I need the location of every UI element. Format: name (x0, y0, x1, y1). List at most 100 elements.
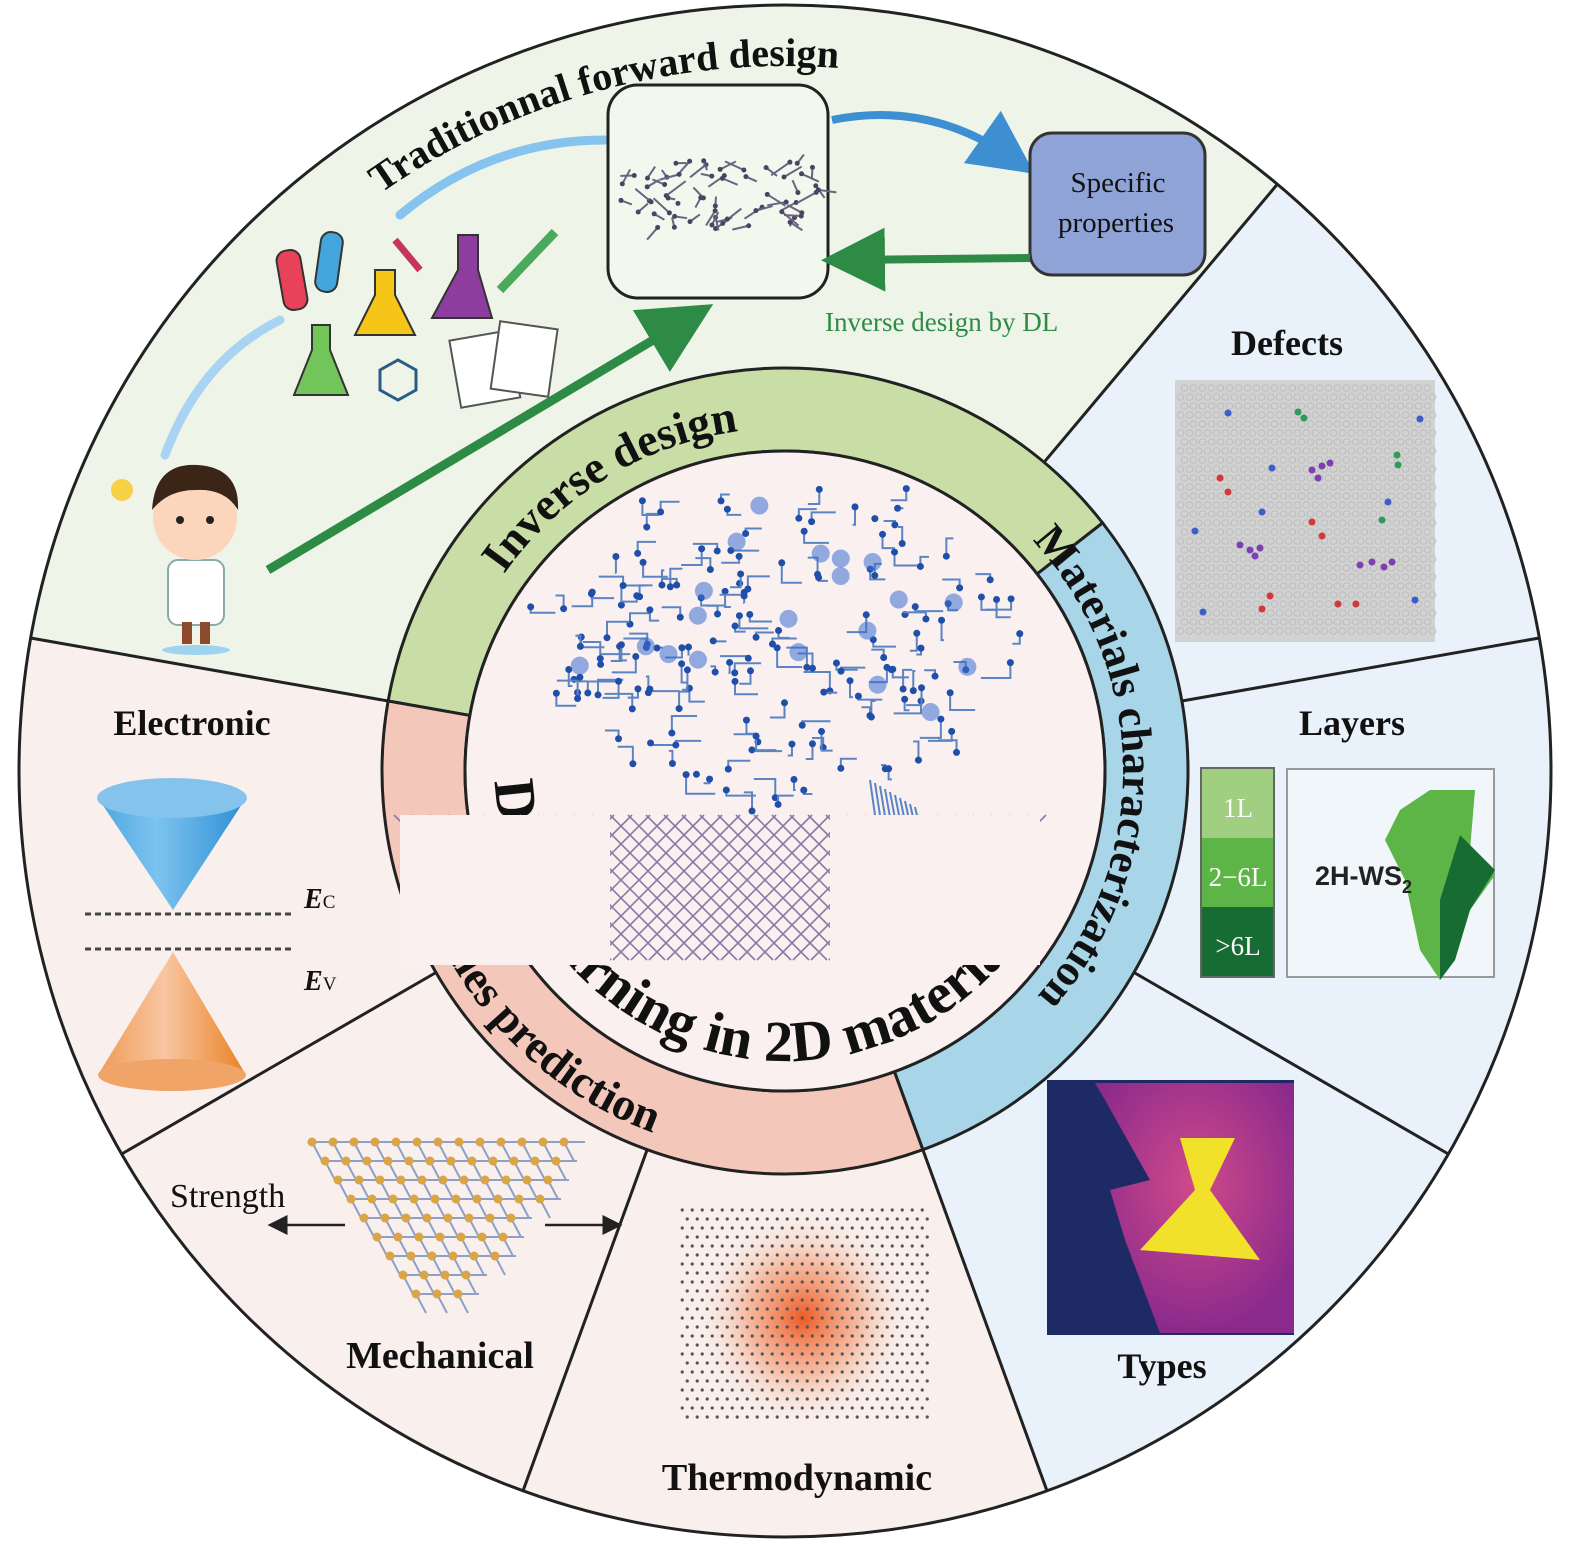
lattice-site (1423, 510, 1432, 518)
lattice-site (1275, 591, 1284, 599)
lattice-atom (740, 1406, 744, 1410)
defect-point (1308, 518, 1316, 526)
lattice-atom (820, 1406, 824, 1410)
lattice-atom (750, 1298, 754, 1302)
lattice-site (1342, 600, 1351, 608)
lattice-site (1252, 618, 1261, 626)
lattice-site (1297, 528, 1306, 536)
lattice-site (1243, 420, 1252, 428)
lattice-atom (795, 1271, 799, 1275)
lattice-site (1261, 384, 1270, 392)
lattice-atom (765, 1289, 769, 1293)
lattice-site (1194, 591, 1203, 599)
lattice-atom (885, 1289, 889, 1293)
circuit-node (737, 570, 745, 578)
lattice-atom (725, 1325, 729, 1329)
circuit-hub (789, 643, 808, 662)
molecule-atom (793, 200, 799, 206)
lattice-atom (850, 1388, 854, 1392)
circuit-node (1016, 630, 1024, 638)
lattice-site (1387, 492, 1396, 500)
circuit-trace (734, 681, 758, 696)
lattice-site (1329, 627, 1338, 635)
lattice-atom (860, 1352, 864, 1356)
lattice-atom (730, 1208, 734, 1212)
lattice-atom (745, 1307, 749, 1311)
lattice-atom (850, 1208, 854, 1212)
lattice-atom (815, 1379, 819, 1383)
lattice-site (1207, 582, 1216, 590)
lattice-atom (850, 1406, 854, 1410)
lattice-site (1275, 519, 1284, 527)
lattice-atom (765, 1217, 769, 1221)
lattice-site (1180, 528, 1189, 536)
lattice-site (1360, 492, 1369, 500)
lattice-atom (680, 1406, 684, 1410)
circuit-trace (636, 540, 657, 554)
lattice-atom (860, 1388, 864, 1392)
lattice-site (1266, 627, 1275, 635)
lattice-site (1275, 609, 1284, 617)
lattice-site (1270, 528, 1279, 536)
lattice-site (1194, 411, 1203, 419)
circuit-node (815, 485, 823, 493)
lattice-atom (745, 1253, 749, 1257)
lattice-site (1252, 384, 1261, 392)
circuit-node (646, 606, 654, 614)
lattice-site (1279, 438, 1288, 446)
lattice-atom (690, 1316, 694, 1320)
lattice-atom (765, 1307, 769, 1311)
lattice-site (1419, 627, 1428, 635)
lattice-site (1230, 555, 1239, 563)
lattice-atom (501, 1175, 511, 1185)
lattice-site (1185, 537, 1194, 545)
lattice-site (1207, 384, 1216, 392)
lattice-atom (785, 1289, 789, 1293)
circuit-trace (724, 591, 731, 608)
lattice-site (1207, 600, 1216, 608)
lattice-atom (385, 1251, 395, 1261)
lattice-site (1306, 474, 1315, 482)
lattice-site (1221, 555, 1230, 563)
lattice-atom (875, 1325, 879, 1329)
lattice-atom (880, 1226, 884, 1230)
lattice-site (1194, 393, 1203, 401)
defect-point (1318, 462, 1326, 470)
circuit-node (615, 677, 623, 685)
molecule-atom (671, 224, 677, 230)
lattice-atom (695, 1271, 699, 1275)
lattice-site (1392, 519, 1401, 527)
lattice-atom (845, 1415, 849, 1419)
lattice-atom (795, 1361, 799, 1365)
lattice-atom (750, 1406, 754, 1410)
legend-2-6l (1201, 838, 1274, 907)
lattice-atom (845, 1235, 849, 1239)
lattice-site (1261, 492, 1270, 500)
lattice-atom (865, 1235, 869, 1239)
lattice-site (1189, 546, 1198, 554)
lattice-site (1225, 528, 1234, 536)
circuit-node (899, 685, 907, 693)
molecule-atom (663, 193, 669, 199)
lattice-site (1203, 465, 1212, 473)
lattice-site (1180, 510, 1189, 518)
lattice-site (1221, 519, 1230, 527)
circuit-node (946, 689, 954, 697)
defect-point (1308, 466, 1316, 474)
molecule-bond (787, 204, 803, 214)
lattice-atom (860, 1244, 864, 1248)
lattice-atom (710, 1316, 714, 1320)
circuit-node (744, 585, 752, 593)
lattice-site (1396, 564, 1405, 572)
lattice-atom (396, 1175, 406, 1185)
lattice-bond (699, 814, 846, 961)
lattice-atom (725, 1271, 729, 1275)
circuit-trace (753, 777, 777, 798)
lattice-site (1347, 501, 1356, 509)
lattice-site (1351, 546, 1360, 554)
lattice-site (1185, 519, 1194, 527)
lattice-atom (750, 1262, 754, 1266)
lattice-atom (745, 1325, 749, 1329)
lattice-site (1293, 429, 1302, 437)
lattice-atom (730, 1298, 734, 1302)
